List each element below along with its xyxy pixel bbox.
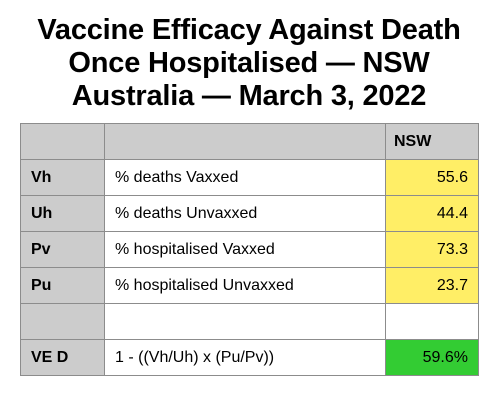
- table-row-blank: [20, 303, 479, 340]
- row-description: % deaths Unvaxxed: [104, 195, 386, 232]
- title-line-3: Australia — March 3, 2022: [71, 80, 427, 112]
- row-description: % hospitalised Unvaxxed: [104, 267, 386, 304]
- table-row: Pv % hospitalised Vaxxed 73.3: [20, 231, 479, 268]
- title-line-1: Vaccine Efficacy Against Death: [37, 14, 461, 46]
- row-value: 55.6: [385, 159, 479, 196]
- result-formula: 1 - ((Vh/Uh) x (Pu/Pv)): [104, 339, 386, 376]
- efficacy-table: NSW Vh % deaths Vaxxed 55.6 Uh % deaths …: [20, 123, 479, 376]
- table-row: Pu % hospitalised Unvaxxed 23.7: [20, 267, 479, 304]
- row-description: [104, 303, 386, 340]
- header-cell-code: [20, 123, 105, 160]
- table-row-result: VE D 1 - ((Vh/Uh) x (Pu/Pv)) 59.6%: [20, 339, 479, 376]
- header-cell-desc: [104, 123, 386, 160]
- table-header-row: NSW: [20, 123, 479, 160]
- row-code: Vh: [20, 159, 105, 196]
- row-code: [20, 303, 105, 340]
- header-cell-region: NSW: [385, 123, 479, 160]
- row-value: 23.7: [385, 267, 479, 304]
- row-value: [385, 303, 479, 340]
- row-value: 44.4: [385, 195, 479, 232]
- row-code: Uh: [20, 195, 105, 232]
- result-code: VE D: [20, 339, 105, 376]
- page-title: Vaccine Efficacy Against Death Once Hosp…: [0, 14, 498, 113]
- row-code: Pv: [20, 231, 105, 268]
- table-row: Vh % deaths Vaxxed 55.6: [20, 159, 479, 196]
- row-code: Pu: [20, 267, 105, 304]
- result-value: 59.6%: [385, 339, 479, 376]
- row-description: % hospitalised Vaxxed: [104, 231, 386, 268]
- table-row: Uh % deaths Unvaxxed 44.4: [20, 195, 479, 232]
- row-description: % deaths Vaxxed: [104, 159, 386, 196]
- row-value: 73.3: [385, 231, 479, 268]
- title-line-2: Once Hospitalised — NSW: [68, 47, 430, 79]
